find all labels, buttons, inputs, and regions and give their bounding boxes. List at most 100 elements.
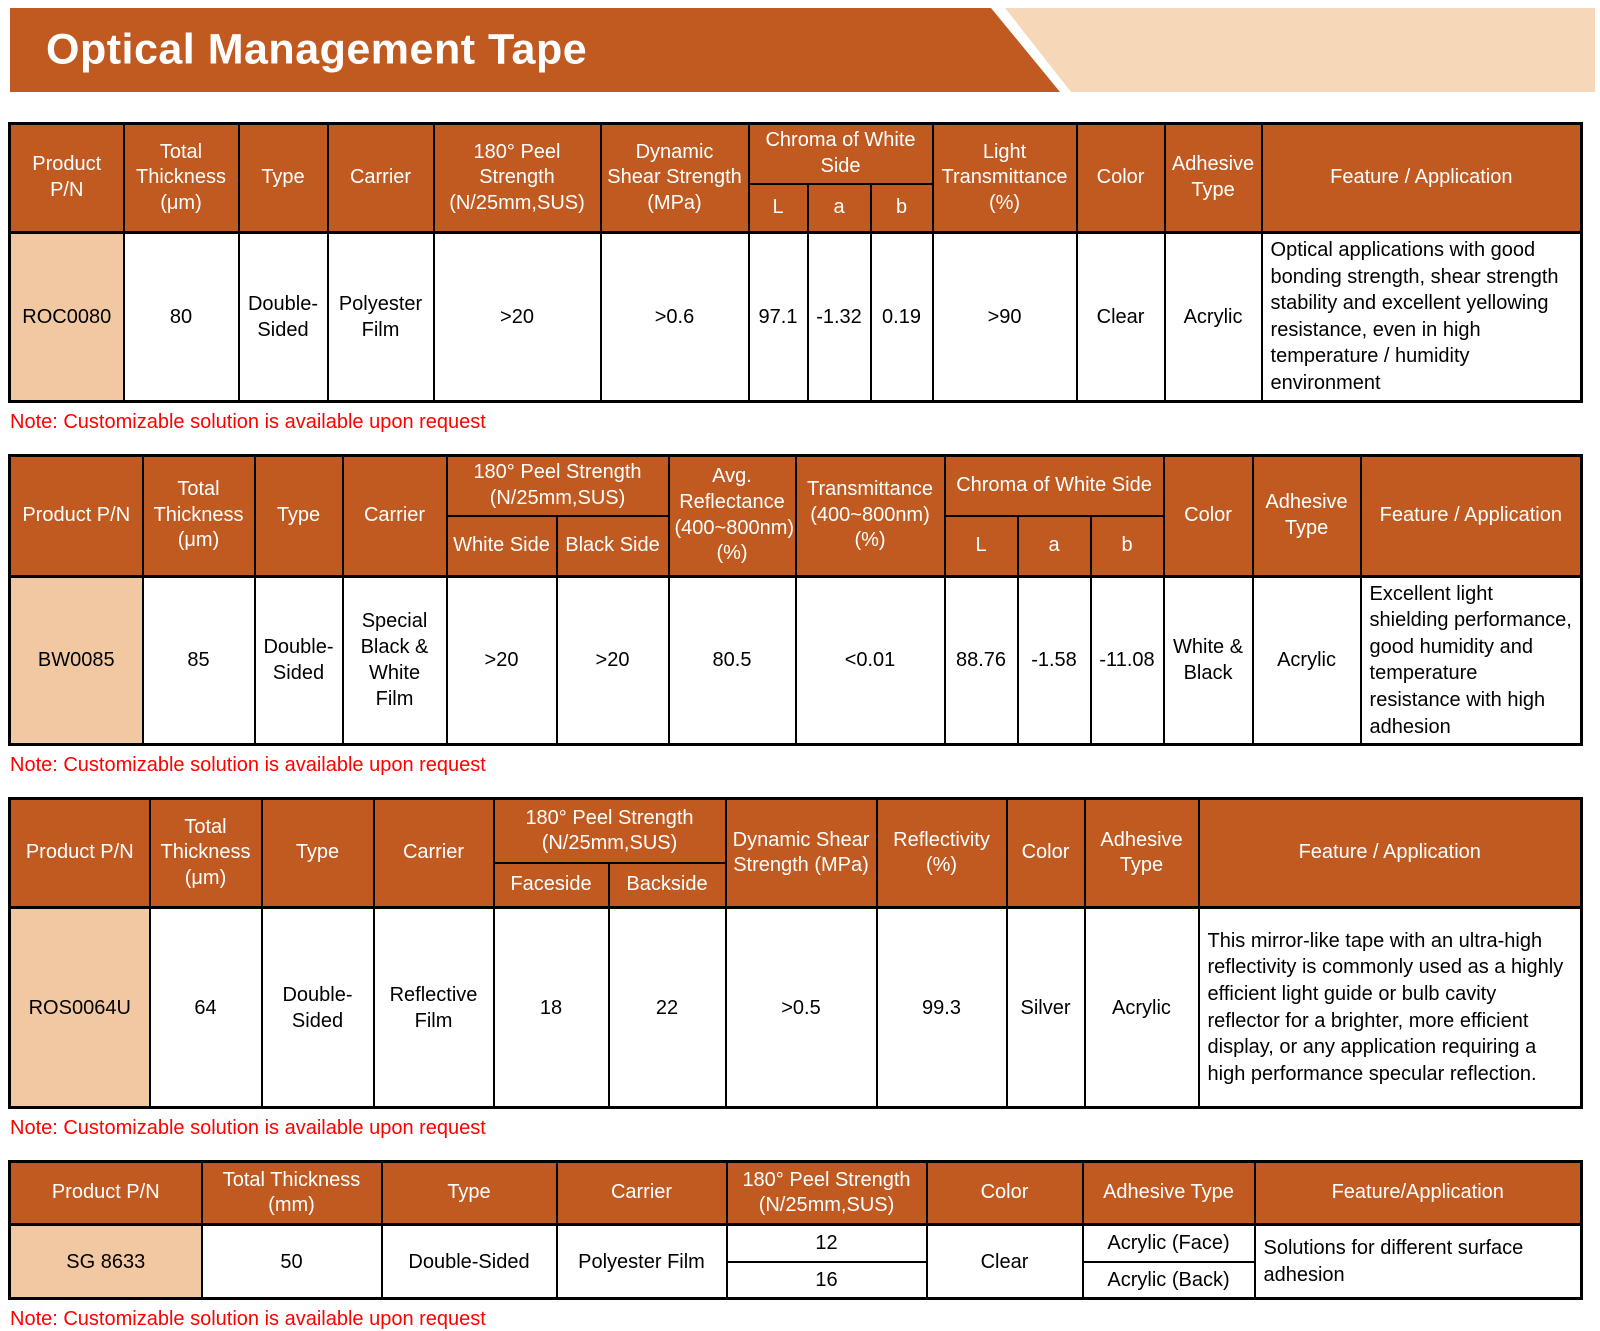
cell-type: Double-Sided — [253, 575, 344, 746]
header-light-transmittance: Light Transmittance (%) — [931, 122, 1078, 234]
cell-dynamic-shear: >0.6 — [599, 231, 750, 403]
cell-carrier: Reflective Film — [372, 906, 495, 1109]
customization-note: Note: Customizable solution is available… — [10, 754, 486, 777]
header-total-thickness: Total Thickness (μm) — [141, 454, 256, 578]
table-row: ROS0064U 64 Double-Sided Reflective Film… — [8, 906, 1583, 1109]
header-type: Type — [260, 797, 375, 909]
cell-color: Clear — [925, 1223, 1084, 1300]
cell-product-pn: SG 8633 — [8, 1223, 203, 1300]
header-adhesive-type: Adhesive Type — [1083, 797, 1200, 909]
cell-adhesive-back: Acrylic (Back) — [1081, 1260, 1256, 1300]
header-adhesive-type: Adhesive Type — [1081, 1160, 1256, 1226]
cell-color: Clear — [1075, 231, 1166, 403]
cell-light-transmittance: >90 — [931, 231, 1078, 403]
cell-chroma-b: 0.19 — [869, 231, 934, 403]
header-color: Color — [925, 1160, 1084, 1226]
header-product-pn: Product P/N — [8, 454, 144, 578]
header-type: Type — [380, 1160, 558, 1226]
header-peel-strength: 180° Peel Strength (N/25mm,SUS) — [725, 1160, 928, 1226]
header-avg-reflectance: Avg. Reflectance (400~800nm) (%) — [667, 454, 797, 578]
header-chroma-b: b — [1089, 514, 1165, 578]
header-transmittance: Transmittance (400~800nm) (%) — [794, 454, 946, 578]
header-carrier: Carrier — [372, 797, 495, 909]
header-feature: Feature / Application — [1197, 797, 1583, 909]
cell-dynamic-shear: >0.5 — [724, 906, 878, 1109]
customization-note: Note: Customizable solution is available… — [10, 1117, 486, 1140]
table-row: BW0085 85 Double-Sided Special Black & W… — [8, 575, 1583, 746]
cell-chroma-a: -1.58 — [1016, 575, 1092, 746]
cell-transmittance: <0.01 — [794, 575, 946, 746]
header-adhesive-type: Adhesive Type — [1251, 454, 1362, 578]
header-total-thickness: Total Thickness (mm) — [200, 1160, 383, 1226]
cell-carrier: Special Black & White Film — [341, 575, 448, 746]
cell-type: Double-Sided — [237, 231, 329, 403]
header-color: Color — [1162, 454, 1254, 578]
cell-carrier: Polyester Film — [326, 231, 435, 403]
header-peel-strength-group: 180° Peel Strength (N/25mm,SUS) — [492, 797, 727, 865]
cell-chroma-l: 97.1 — [747, 231, 809, 403]
cell-product-pn: ROS0064U — [8, 906, 151, 1109]
header-total-thickness: Total Thickness (μm) — [122, 122, 240, 234]
header-peel-strength: 180° Peel Strength (N/25mm,SUS) — [432, 122, 602, 234]
cell-total-thickness: 50 — [200, 1223, 383, 1300]
banner-background — [10, 8, 1060, 92]
header-carrier: Carrier — [341, 454, 448, 578]
header-dynamic-shear: Dynamic Shear Strength (MPa) — [724, 797, 878, 909]
header-carrier: Carrier — [326, 122, 435, 234]
header-chroma-a: a — [1016, 514, 1092, 578]
cell-carrier: Polyester Film — [555, 1223, 728, 1300]
header-chroma-group: Chroma of White Side — [943, 454, 1165, 517]
header-color: Color — [1005, 797, 1086, 909]
cell-type: Double-Sided — [260, 906, 375, 1109]
customization-note: Note: Customizable solution is available… — [10, 410, 486, 433]
optical-tape-table-roc0080: Product P/N Total Thickness (μm) Type Ca… — [8, 122, 1584, 403]
header-black-side: Black Side — [555, 514, 670, 578]
cell-product-pn: ROC0080 — [8, 231, 125, 403]
cell-chroma-b: -11.08 — [1089, 575, 1165, 746]
header-chroma-a: a — [806, 183, 872, 234]
customization-note: Note: Customizable solution is available… — [10, 1308, 486, 1331]
header-chroma-group: Chroma of White Side — [747, 122, 934, 185]
cell-peel-black: >20 — [555, 575, 670, 746]
cell-adhesive-type: Acrylic — [1251, 575, 1362, 746]
cell-chroma-l: 88.76 — [943, 575, 1019, 746]
table-row: ROC0080 80 Double-Sided Polyester Film >… — [8, 231, 1583, 403]
cell-feature: Solutions for different surface adhesion — [1253, 1223, 1583, 1300]
cell-peel-strength: >20 — [432, 231, 602, 403]
cell-avg-reflectance: 80.5 — [667, 575, 797, 746]
cell-total-thickness: 80 — [122, 231, 240, 403]
header-carrier: Carrier — [555, 1160, 728, 1226]
cell-peel-back: 16 — [725, 1260, 928, 1300]
header-dynamic-shear: Dynamic Shear Strength (MPa) — [599, 122, 750, 234]
table-row: SG 8633 50 Double-Sided Polyester Film 1… — [8, 1223, 1583, 1300]
header-white-side: White Side — [445, 514, 558, 578]
cell-adhesive-type: Acrylic — [1163, 231, 1263, 403]
optical-tape-table-ros0064u: Product P/N Total Thickness (μm) Type Ca… — [8, 797, 1583, 1110]
header-chroma-b: b — [869, 183, 934, 234]
page-title: Optical Management Tape — [46, 25, 588, 74]
optical-tape-table-bw0085: Product P/N Total Thickness (μm) Type Ca… — [8, 453, 1584, 747]
header-feature: Feature/Application — [1253, 1160, 1583, 1226]
header-type: Type — [237, 122, 329, 234]
cell-total-thickness: 85 — [141, 575, 256, 746]
header-feature: Feature / Application — [1260, 122, 1583, 234]
header-feature: Feature / Application — [1359, 454, 1583, 578]
cell-reflectivity: 99.3 — [875, 906, 1008, 1109]
cell-peel-faceside: 18 — [492, 906, 610, 1109]
header-product-pn: Product P/N — [8, 122, 125, 234]
cell-peel-white: >20 — [445, 575, 558, 746]
header-color: Color — [1075, 122, 1166, 234]
cell-adhesive-face: Acrylic (Face) — [1081, 1223, 1256, 1263]
title-banner: Optical Management Tape — [10, 8, 1595, 92]
header-product-pn: Product P/N — [8, 1160, 203, 1226]
header-chroma-l: L — [943, 514, 1019, 578]
header-backside: Backside — [607, 862, 727, 909]
cell-total-thickness: 64 — [148, 906, 263, 1109]
header-peel-strength-group: 180° Peel Strength (N/25mm,SUS) — [445, 454, 670, 517]
cell-feature: Optical applications with good bonding s… — [1260, 231, 1583, 403]
cell-adhesive-type: Acrylic — [1083, 906, 1200, 1109]
header-type: Type — [253, 454, 344, 578]
cell-chroma-a: -1.32 — [806, 231, 872, 403]
header-adhesive-type: Adhesive Type — [1163, 122, 1263, 234]
cell-feature: This mirror-like tape with an ultra-high… — [1197, 906, 1583, 1109]
